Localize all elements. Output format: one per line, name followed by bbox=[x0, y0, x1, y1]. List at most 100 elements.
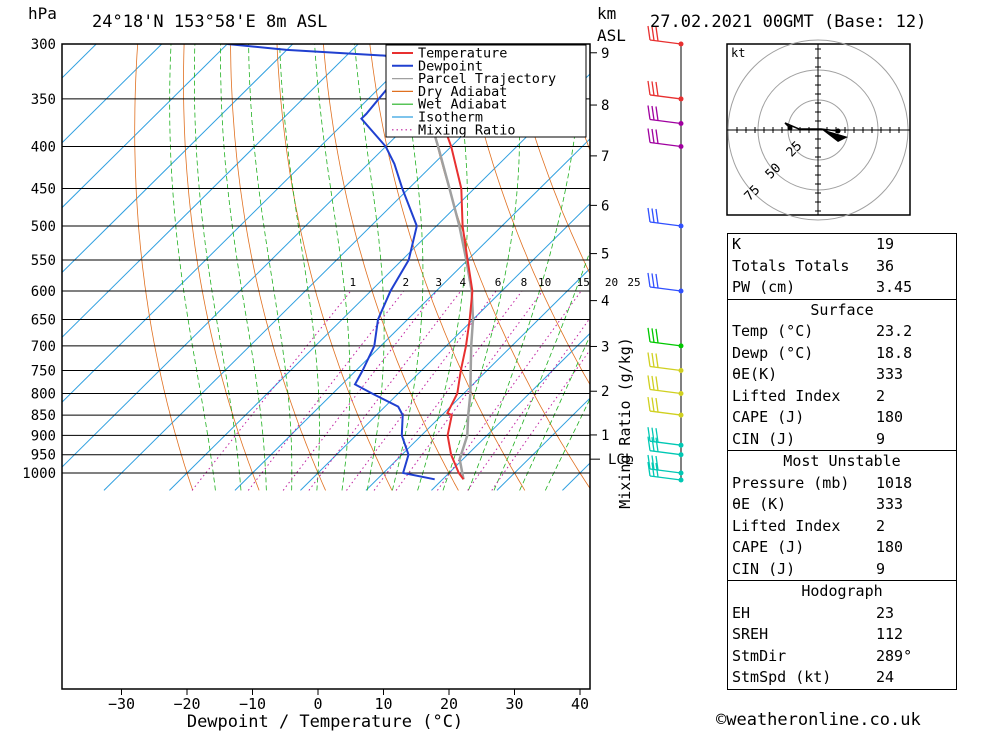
index-label: StmSpd (kt) bbox=[732, 668, 832, 686]
wind-barb bbox=[647, 427, 684, 448]
wet-adiabat-line bbox=[354, 44, 385, 491]
index-row: Dewp (°C) 18.8 bbox=[728, 343, 956, 365]
isotherm-line bbox=[300, 202, 590, 491]
x-axis-label: Dewpoint / Temperature (°C) bbox=[187, 712, 463, 732]
legend-entry-label: Temperature bbox=[418, 46, 507, 62]
dry-adiabat-line bbox=[276, 44, 393, 491]
mixing-ratio-label: 4 bbox=[459, 276, 466, 289]
wind-barb-flag bbox=[655, 428, 659, 443]
wind-barb-flag bbox=[655, 26, 659, 42]
temperature-tick-label: 20 bbox=[440, 695, 458, 713]
index-label: CIN (J) bbox=[732, 429, 796, 448]
index-value: 24 bbox=[876, 668, 895, 686]
wind-barb-flag bbox=[651, 273, 655, 288]
index-value: 112 bbox=[876, 625, 904, 643]
index-row: Lifted Index 2 bbox=[728, 516, 956, 538]
index-row: Temp (°C) 23.2 bbox=[728, 321, 956, 343]
wind-barb-flag bbox=[647, 25, 651, 41]
wind-barb-flag bbox=[647, 272, 651, 288]
wind-barb-dot bbox=[678, 452, 684, 458]
height-tick-label: 8 bbox=[601, 98, 609, 114]
wind-barb-flag bbox=[651, 128, 655, 144]
wind-barb-flag bbox=[655, 106, 659, 121]
wind-barb-flag bbox=[655, 273, 659, 289]
wind-barb-flag bbox=[647, 427, 651, 442]
index-label: Lifted Index bbox=[732, 386, 841, 405]
dry-adiabat-line bbox=[134, 44, 194, 491]
wind-barb-dot bbox=[678, 121, 684, 127]
index-value: 9 bbox=[876, 429, 886, 448]
wet-adiabat-line bbox=[392, 44, 424, 491]
wet-adiabat-line bbox=[220, 44, 267, 491]
wet-adiabat-line bbox=[519, 334, 590, 491]
wind-barb-flag bbox=[651, 105, 655, 121]
index-value: 1018 bbox=[876, 473, 913, 492]
index-label: EH bbox=[732, 603, 751, 622]
index-label: Totals Totals bbox=[732, 256, 850, 275]
index-row: StmSpd (kt) 24 bbox=[728, 667, 956, 689]
location-title: 24°18'N 153°58'E 8m ASL bbox=[92, 12, 328, 32]
wind-barb-flag bbox=[651, 81, 655, 96]
index-row: CAPE (J) 180 bbox=[728, 537, 956, 559]
mixing-ratio-label: 8 bbox=[521, 276, 528, 289]
wind-barb-flag bbox=[655, 129, 659, 144]
legend-entry-label: Dewpoint bbox=[418, 58, 483, 74]
mixing-ratio-line bbox=[395, 290, 544, 491]
wind-barb-flag bbox=[655, 208, 659, 224]
isotherm-line bbox=[62, 44, 425, 403]
index-label: CAPE (J) bbox=[732, 538, 805, 556]
wind-barb-flag bbox=[655, 376, 659, 391]
index-row: PW (cm) 3.45 bbox=[728, 277, 956, 299]
wind-barb-shaft bbox=[649, 39, 682, 45]
index-label: θE(K) bbox=[732, 365, 778, 383]
pressure-tick-label: 300 bbox=[31, 37, 56, 53]
index-value: 333 bbox=[876, 365, 904, 383]
hodograph-point bbox=[835, 128, 841, 134]
height-tick-label: 7 bbox=[601, 149, 609, 165]
mixing-ratio-label: 25 bbox=[627, 276, 640, 289]
wind-barb-flag bbox=[655, 81, 659, 97]
temperature-tick-label: 0 bbox=[313, 695, 322, 713]
wind-barb-flag bbox=[651, 427, 655, 442]
height-tick-label: 2 bbox=[601, 384, 609, 400]
legend-entry-label: Parcel Trajectory bbox=[418, 71, 556, 87]
dry-adiabat-line bbox=[959, 19, 1000, 490]
wet-adiabat-line bbox=[544, 398, 590, 491]
storm-motion-arrow-icon bbox=[821, 129, 848, 142]
index-label: Dewp (°C) bbox=[732, 343, 814, 362]
hodograph-point bbox=[787, 125, 793, 131]
temperature-tick-label: −10 bbox=[239, 695, 266, 713]
height-tick-label: 9 bbox=[601, 46, 609, 62]
dewpoint-line bbox=[227, 44, 435, 481]
most-unstable-title: Most Unstable bbox=[783, 452, 901, 470]
wind-barb-shaft bbox=[649, 341, 682, 347]
temperature-tick-label: 10 bbox=[374, 695, 392, 713]
index-value: 180 bbox=[876, 408, 904, 426]
wind-barb-flag bbox=[655, 353, 659, 368]
wind-barb-flag bbox=[655, 455, 659, 471]
wind-barb-shaft bbox=[649, 365, 682, 372]
pressure-tick-label: 850 bbox=[31, 408, 56, 424]
mixing-ratio-line bbox=[308, 290, 462, 491]
wind-barb-flag bbox=[647, 375, 651, 390]
wind-barb-flag bbox=[651, 375, 655, 391]
wind-barb bbox=[647, 454, 684, 476]
wind-barb bbox=[647, 352, 684, 373]
height-tick-label: 4 bbox=[601, 294, 609, 310]
index-value: 23 bbox=[876, 603, 895, 622]
dry-adiabat-line bbox=[230, 44, 326, 491]
wet-adiabat-line bbox=[279, 44, 320, 491]
wet-adiabat-line bbox=[248, 44, 293, 491]
wind-barb bbox=[647, 436, 684, 458]
wind-barb-flag bbox=[655, 397, 659, 413]
wind-barb-dot bbox=[678, 223, 684, 229]
wind-barb-dot bbox=[678, 343, 684, 349]
pressure-tick-label: 800 bbox=[31, 386, 56, 402]
temperature-tick-label: −30 bbox=[108, 695, 135, 713]
wind-barb-flag bbox=[647, 396, 651, 412]
wind-barb bbox=[647, 327, 684, 349]
mixing-ratio-line bbox=[436, 290, 582, 491]
index-label: CIN (J) bbox=[732, 559, 796, 578]
wind-barb-dot bbox=[678, 96, 684, 102]
pressure-tick-label: 900 bbox=[31, 428, 56, 444]
